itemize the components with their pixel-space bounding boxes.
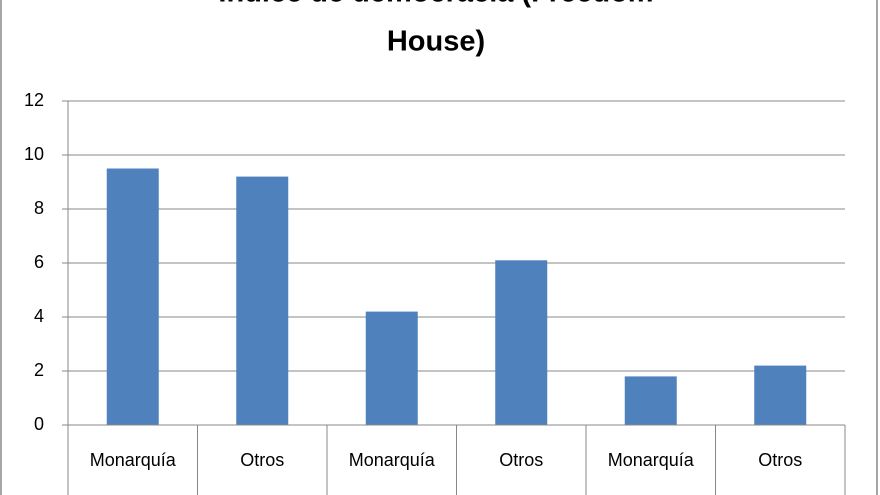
bar: [495, 260, 548, 425]
x-tick-label: Monarquía: [608, 450, 695, 470]
bar: [754, 365, 807, 425]
x-tick-label: Monarquía: [90, 450, 177, 470]
y-tick-label: 2: [34, 360, 44, 380]
y-tick-label: 10: [24, 144, 44, 164]
y-tick-label: 8: [34, 198, 44, 218]
y-tick-label: 6: [34, 252, 44, 272]
x-tick-label: Otros: [499, 450, 543, 470]
bar: [236, 176, 289, 425]
y-tick-label: 12: [24, 90, 44, 110]
bar: [624, 376, 677, 425]
bar: [365, 311, 418, 425]
bar: [106, 168, 159, 425]
x-tick-label: Otros: [758, 450, 802, 470]
chart-title: House): [387, 26, 485, 58]
x-tick-label: Otros: [240, 450, 284, 470]
x-tick-label: Monarquía: [349, 450, 436, 470]
y-tick-label: 0: [34, 414, 44, 434]
chart-title: Índice de democracia (Freedom: [218, 0, 653, 9]
y-tick-label: 4: [34, 306, 44, 326]
